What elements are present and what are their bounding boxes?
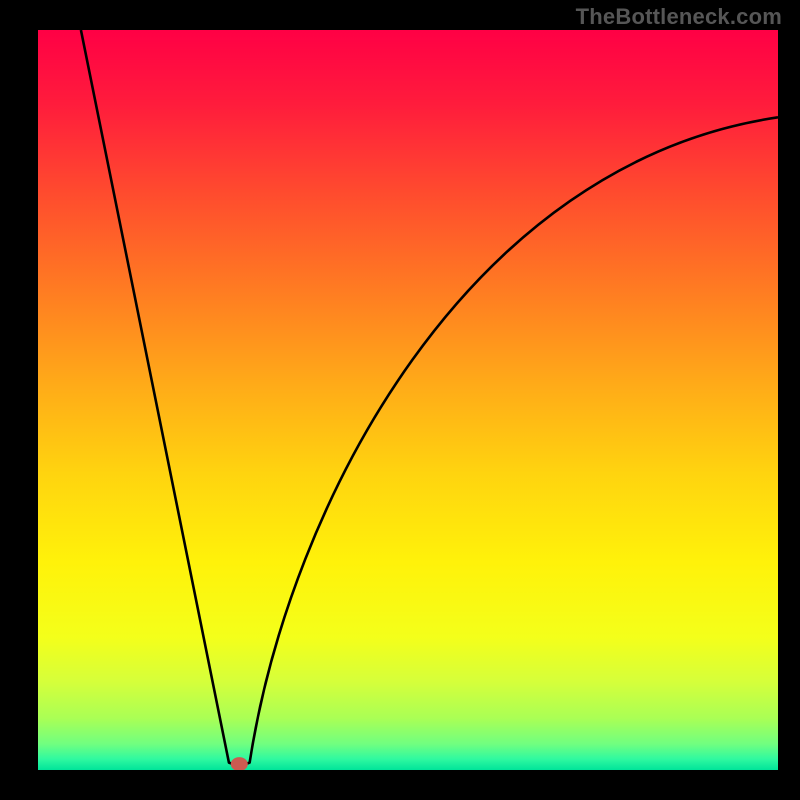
bottleneck-curve	[81, 30, 778, 766]
watermark-text: TheBottleneck.com	[576, 4, 782, 30]
chart-frame: TheBottleneck.com	[0, 0, 800, 800]
plot-area	[38, 30, 778, 770]
bottleneck-curve-layer	[38, 30, 778, 770]
optimum-marker	[231, 758, 247, 770]
